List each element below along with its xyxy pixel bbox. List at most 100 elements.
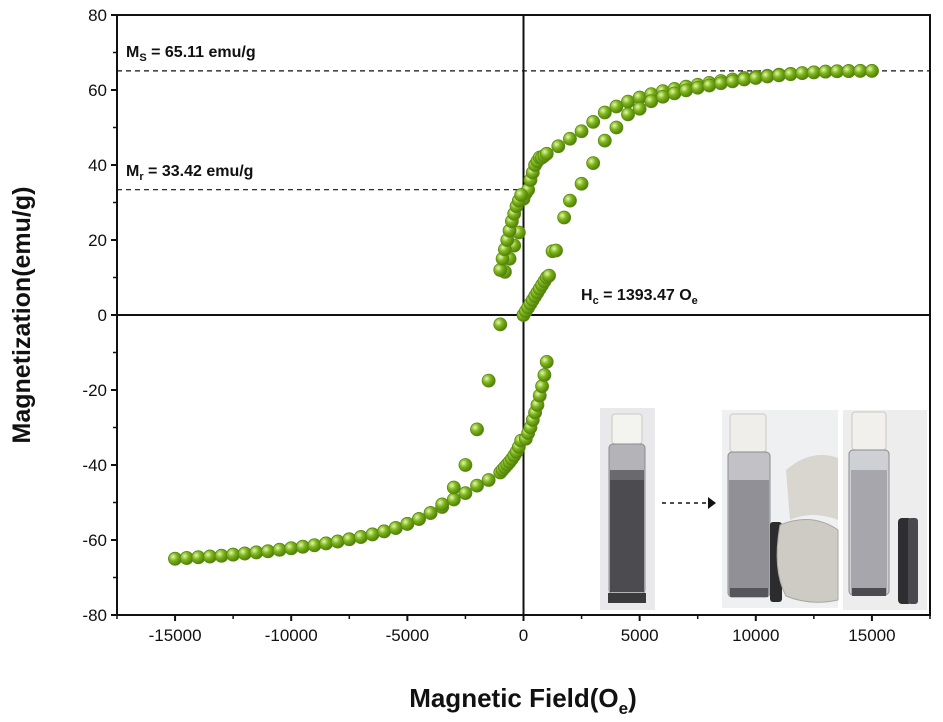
data-point xyxy=(609,99,624,114)
y-tick-label: 60 xyxy=(88,81,107,100)
data-point xyxy=(574,124,589,139)
data-point xyxy=(644,94,659,109)
data-point xyxy=(458,486,473,501)
data-point xyxy=(272,542,287,557)
x-tick-label: 0 xyxy=(519,626,528,645)
data-point xyxy=(714,76,728,91)
y-tick-label: -60 xyxy=(82,531,107,550)
data-point xyxy=(597,133,612,148)
data-point xyxy=(679,83,693,98)
data-point xyxy=(342,532,357,547)
data-point xyxy=(865,63,879,78)
data-point xyxy=(818,64,833,79)
data-point xyxy=(563,131,577,146)
y-tick-label: 80 xyxy=(88,6,107,25)
data-point xyxy=(551,139,566,154)
data-point xyxy=(690,80,705,95)
data-point xyxy=(353,530,368,544)
x-tick-label: -5000 xyxy=(386,626,429,645)
data-point xyxy=(783,67,798,82)
data-point xyxy=(667,86,682,101)
data-point xyxy=(537,368,552,382)
data-point xyxy=(446,480,461,495)
data-point xyxy=(493,263,508,277)
data-point xyxy=(563,193,577,208)
data-point xyxy=(458,458,473,472)
x-tick-label: -15000 xyxy=(149,626,202,645)
y-tick-label: 0 xyxy=(98,306,107,325)
dashed-arrow xyxy=(662,497,716,509)
data-point xyxy=(249,545,264,560)
data-point xyxy=(806,65,821,80)
data-point xyxy=(748,71,763,85)
x-tick-label: -10000 xyxy=(265,626,318,645)
inset-photos xyxy=(600,408,927,610)
data-point xyxy=(760,69,775,84)
photo-vial-attracted xyxy=(843,410,927,610)
data-point xyxy=(446,492,461,507)
y-tick-label: 20 xyxy=(88,231,107,250)
data-point xyxy=(549,243,563,258)
data-point xyxy=(481,373,496,388)
mr-annotation: Mr = 33.42 emu/g xyxy=(126,163,253,183)
data-point xyxy=(226,547,241,562)
data-point xyxy=(514,188,529,202)
data-point xyxy=(539,354,554,369)
data-point xyxy=(470,478,484,493)
data-point xyxy=(261,544,275,559)
data-point xyxy=(586,156,601,171)
y-tick-label: -40 xyxy=(82,456,107,475)
data-point xyxy=(539,146,554,161)
ms-annotation: MS = 65.11 emu/g xyxy=(126,44,256,64)
data-point xyxy=(319,536,333,551)
data-point xyxy=(535,379,549,394)
data-point xyxy=(557,210,572,225)
data-point xyxy=(853,63,868,78)
data-point xyxy=(702,78,717,93)
data-point xyxy=(542,268,556,283)
data-point xyxy=(237,546,252,561)
hc-annotation: Hc = 1393.47 Oe xyxy=(581,287,698,307)
data-point xyxy=(400,516,415,531)
data-point xyxy=(412,512,426,526)
axis-ticks: -15000 -10000 -5000 0 5000 10000 15000 -80 -60 -4… xyxy=(82,6,931,645)
data-point xyxy=(284,541,299,556)
data-point xyxy=(632,101,647,116)
data-point xyxy=(423,506,438,520)
y-tick-label: -80 xyxy=(82,606,107,625)
data-point xyxy=(470,422,484,437)
x-tick-label: 10000 xyxy=(732,626,779,645)
data-point xyxy=(597,105,612,120)
y-tick-label: -20 xyxy=(82,381,107,400)
data-point xyxy=(203,549,217,564)
data-point xyxy=(586,114,601,129)
y-axis-title: Magnetization(emu/g) xyxy=(8,187,36,444)
data-point xyxy=(365,527,380,542)
photo-vial-before xyxy=(600,408,655,610)
data-point xyxy=(725,74,740,89)
x-tick-label: 5000 xyxy=(621,626,659,645)
data-point xyxy=(574,176,589,191)
x-axis-title: Magnetic Field(Oe) xyxy=(409,683,637,718)
data-point xyxy=(621,94,635,109)
data-point xyxy=(307,538,322,553)
data-point xyxy=(830,64,844,79)
data-points xyxy=(168,63,879,566)
data-point xyxy=(609,120,624,135)
data-point xyxy=(214,548,229,563)
data-point xyxy=(621,107,635,122)
data-point xyxy=(179,551,194,565)
data-point xyxy=(772,68,786,83)
data-point xyxy=(168,551,182,566)
data-point xyxy=(795,66,810,81)
data-point xyxy=(655,89,670,104)
data-point xyxy=(435,497,450,512)
data-point xyxy=(295,539,310,554)
data-point xyxy=(481,473,496,487)
data-point xyxy=(841,64,856,78)
data-point xyxy=(493,317,508,332)
data-point xyxy=(377,524,392,539)
photo-vial-magnet xyxy=(722,410,839,608)
data-point xyxy=(330,534,345,549)
